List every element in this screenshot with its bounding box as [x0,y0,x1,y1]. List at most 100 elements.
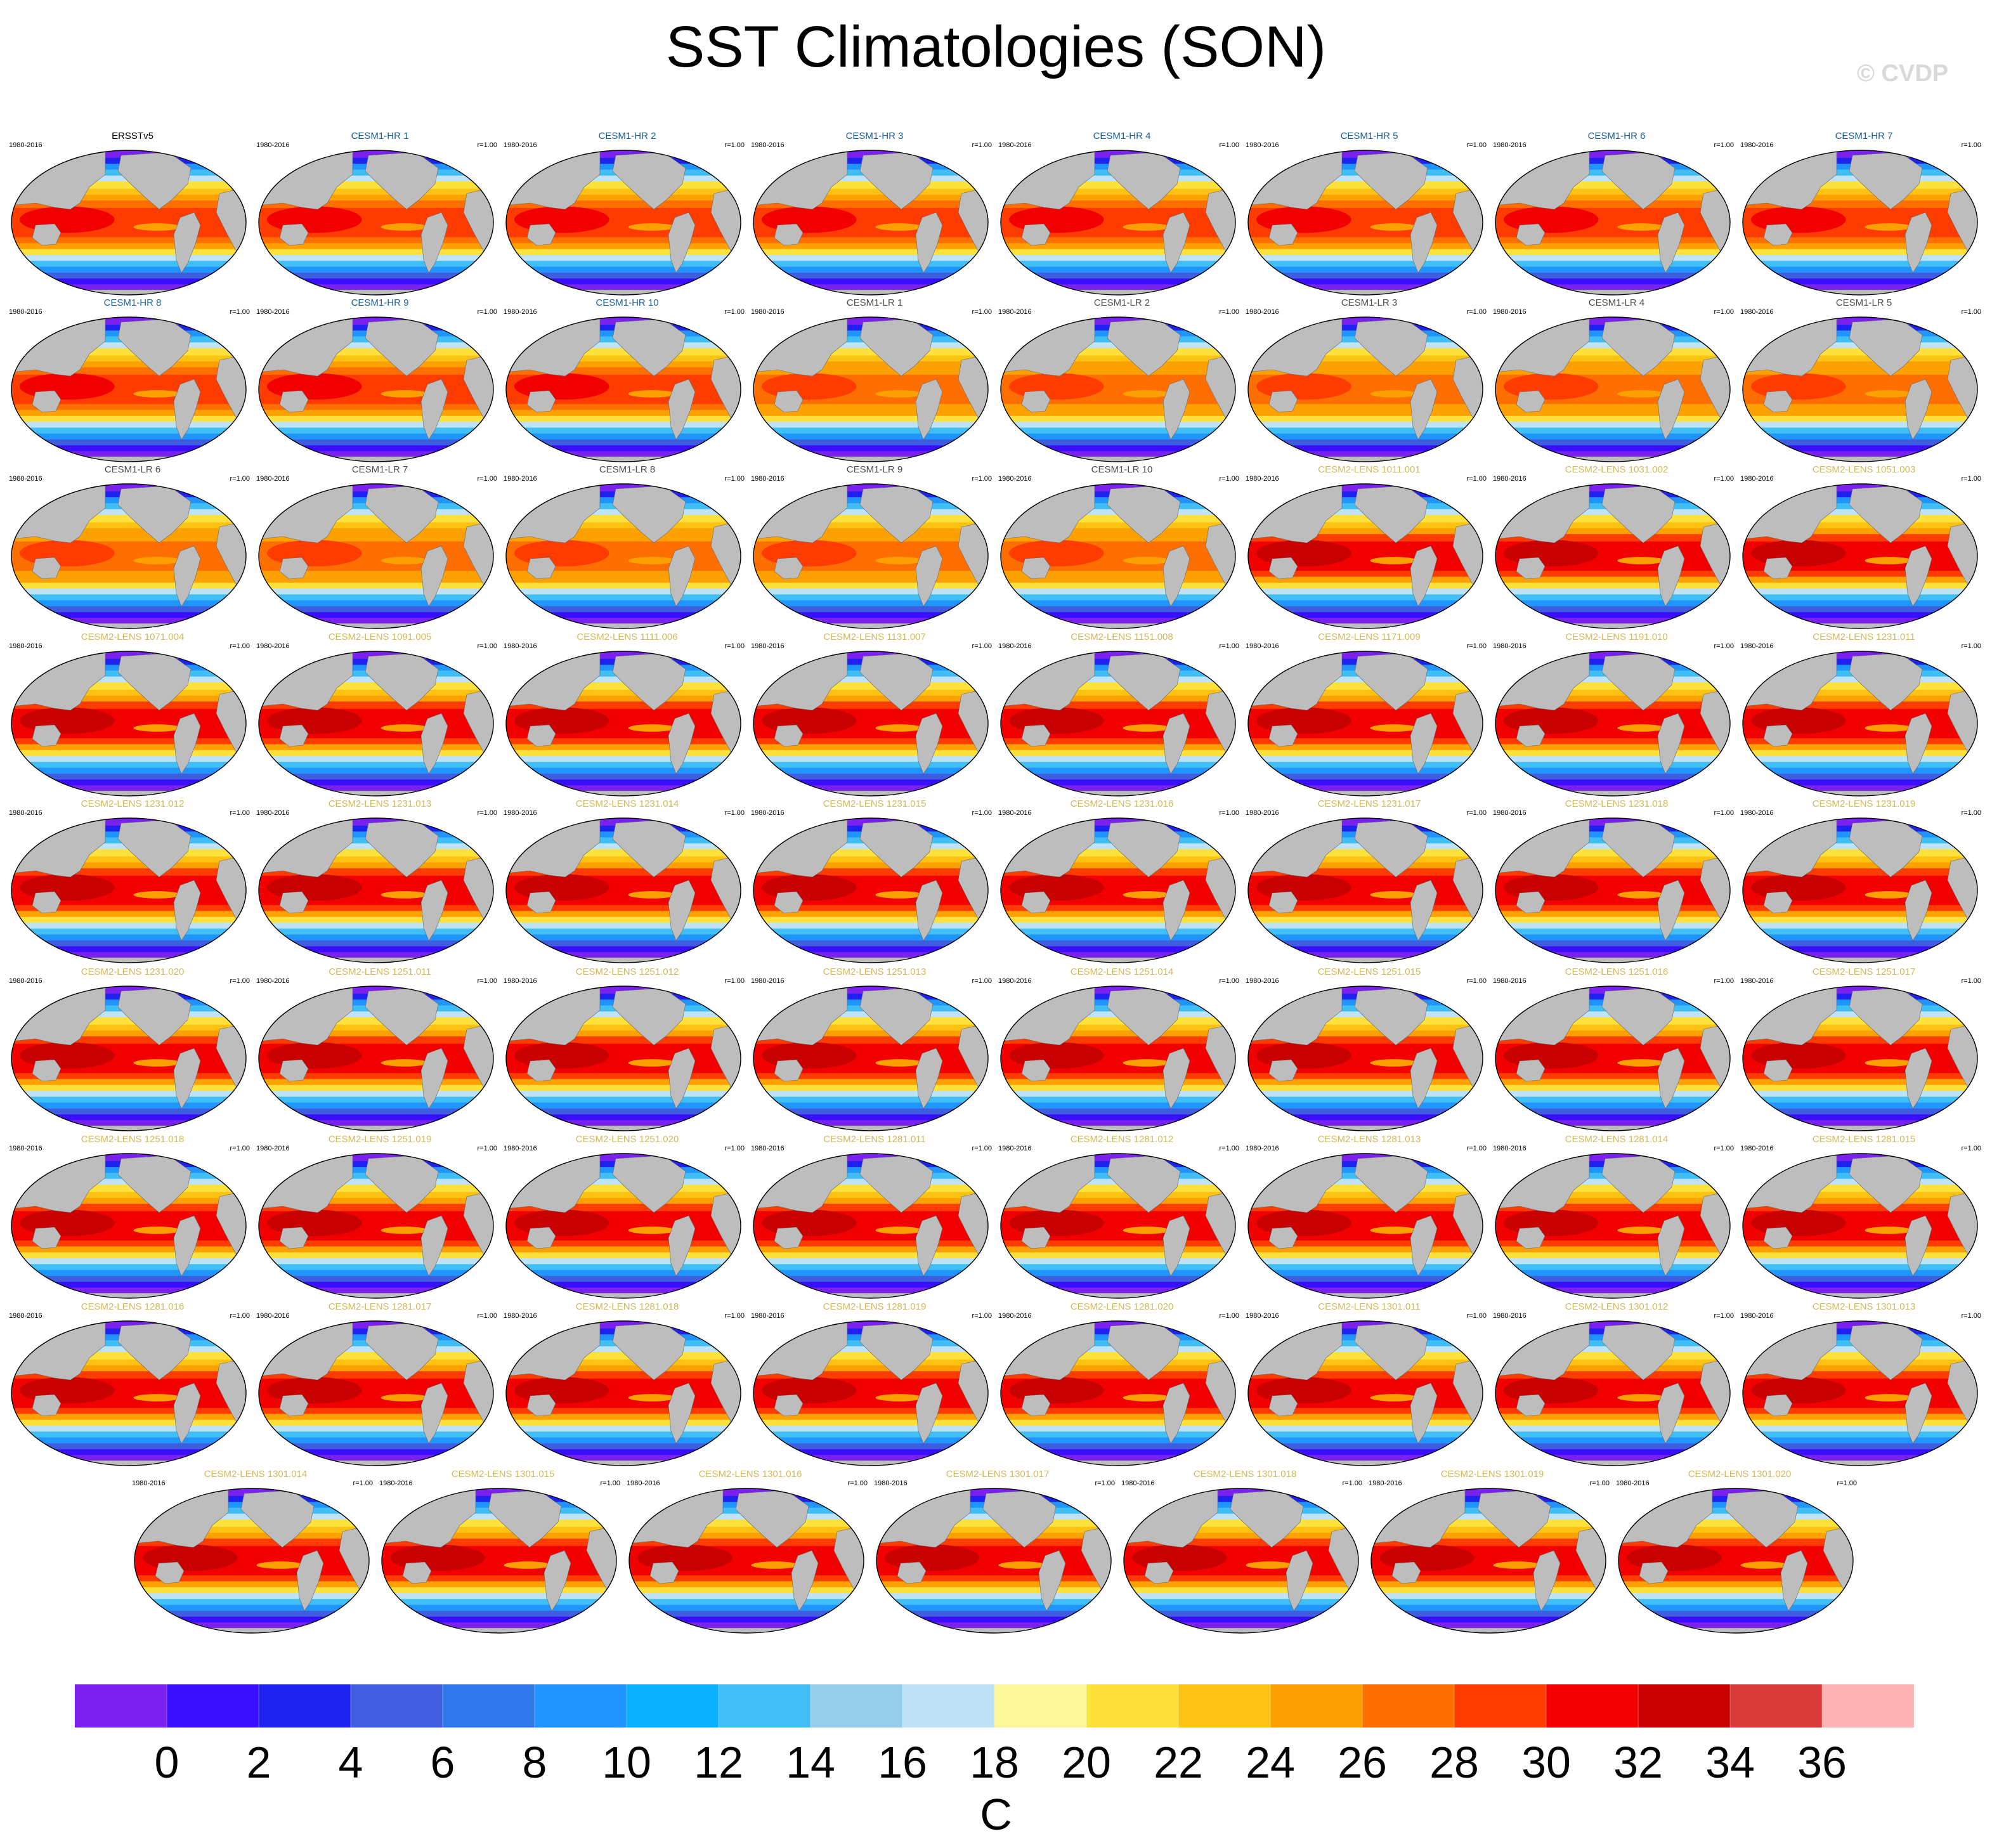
panel-pattern-correlation: r=1.00 [972,642,993,650]
sst-map [1000,1320,1236,1466]
panel-title: CESM2-LENS 1251.017 [1812,966,1916,977]
sst-band [506,1114,741,1121]
sst-map [1495,986,1731,1131]
panel-period: 1980-2016 [998,308,1032,316]
warm-pool [266,373,362,400]
sst-map [753,316,989,462]
sst-band [1248,361,1483,368]
sst-band [1001,1197,1235,1204]
sst-band [1495,194,1730,201]
warm-pool [389,1544,485,1571]
sst-band [1001,928,1235,935]
sst-band [753,606,988,613]
sst-band [1001,856,1235,863]
sst-band [11,934,246,941]
sst-band [11,1079,246,1086]
sst-band [1248,1102,1483,1109]
sst-band [134,1575,369,1582]
panel-period: 1980-2016 [751,977,784,985]
sst-band [1001,767,1235,774]
land-mass [1021,1394,1051,1417]
sst-band [1743,1359,1977,1366]
land-mass [1533,1550,1561,1611]
sst-band [1001,243,1235,250]
sst-band [259,1426,493,1432]
panel-title: CESM2-LENS 1281.014 [1565,1134,1669,1145]
land-mass [1657,1215,1685,1277]
sst-band [753,762,988,769]
panel-pattern-correlation: r=1.00 [1961,1145,1982,1152]
sst-band [1743,1365,1977,1372]
sst-band [11,911,246,918]
land-mass [1162,545,1190,607]
sst-band [1743,237,1977,244]
land-mass [240,1490,315,1548]
sst-band [753,1079,988,1086]
sst-band [11,1030,246,1037]
land-mass [32,1059,62,1082]
cold-tongue [1865,223,1913,231]
land-mass [420,1215,448,1277]
sst-band [11,1449,246,1456]
warm-pool [761,373,857,400]
land-mass [1700,520,1730,591]
sst-band [11,589,246,595]
sst-band [506,266,741,273]
panel-period: 1980-2016 [9,1145,42,1152]
sst-map [1247,651,1483,797]
sst-band [1743,1084,1977,1091]
land-mass [1268,1394,1298,1417]
land-mass [859,819,934,878]
land-mass [1410,1048,1438,1109]
sst-band [506,433,741,440]
sst-band [259,1359,493,1366]
cold-tongue [1617,1394,1665,1402]
sst-band [1743,415,1977,422]
sst-band [1743,1246,1977,1253]
panel-title: CESM2-LENS 1251.012 [575,966,679,977]
sst-band [11,1282,246,1289]
land-mass [1162,713,1190,774]
land-mass [32,390,62,413]
sst-band [11,773,246,780]
sst-band [1495,1264,1730,1271]
sst-band [1743,928,1977,935]
panel-title: CESM2-LENS 1231.016 [1070,798,1174,809]
sst-band [1001,1252,1235,1259]
sst-band [1248,779,1483,786]
panel-title: CESM2-LENS 1301.016 [698,1469,802,1480]
warm-pool [1008,206,1104,233]
warm-pool [1008,1377,1104,1404]
sst-band [1743,916,1977,923]
cold-tongue [1865,724,1913,732]
sst-band [1001,522,1235,529]
cold-tongue [381,223,429,231]
sst-band [1495,1443,1730,1450]
panel-period: 1980-2016 [998,977,1032,985]
sst-band [506,589,741,595]
panel-period: 1980-2016 [504,1145,537,1152]
land-mass [1657,1383,1685,1444]
panel-title: CESM2-LENS 1071.004 [81,632,185,642]
land-mass [1107,1322,1181,1381]
sst-map [258,316,494,462]
sst-band [1743,911,1977,918]
sst-map [1742,483,1978,629]
sst-band [1495,1282,1730,1289]
land-mass [958,353,988,424]
panel-period: 1980-2016 [1493,809,1527,817]
panel-title: CESM2-LENS 1301.011 [1318,1301,1421,1312]
sst-map [753,986,989,1131]
sst-band [506,744,741,751]
panel-pattern-correlation: r=1.00 [1714,308,1735,316]
land-mass [774,1227,804,1249]
sst-band [753,522,988,529]
sst-band [506,1437,741,1444]
land-mass [117,485,192,543]
sst-band [259,862,493,869]
sst-band [753,600,988,607]
land-mass [710,520,741,591]
map-panel: CESM2-LENS 1251.018 1980-2016 r=1.00 [9,1134,256,1305]
sst-band [753,905,988,912]
map-panel: CESM2-LENS 1281.019 1980-2016 r=1.00 [751,1301,998,1473]
